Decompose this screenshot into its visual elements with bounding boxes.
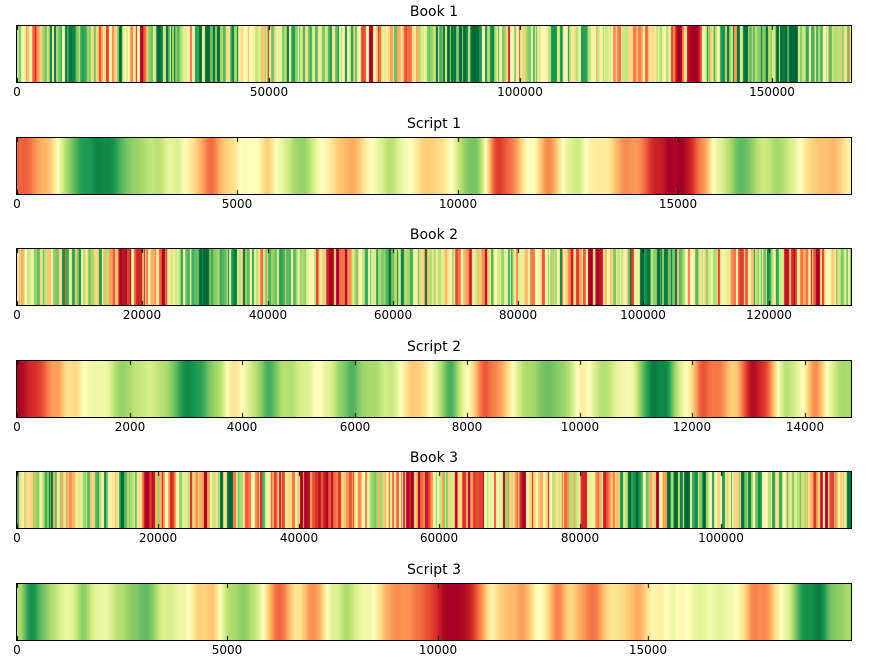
axes-book-1: 0 50000 100000 150000: [13, 25, 852, 99]
x-tick-label: 40000: [248, 308, 288, 322]
x-tick-label: 0: [13, 642, 21, 657]
x-tick-label: 100000: [620, 308, 666, 322]
x-tick-label: 80000: [498, 308, 538, 322]
heatmap-strip-book-1: [17, 26, 851, 82]
x-tick-label: 5000: [221, 196, 253, 211]
subplot-book-2: Book 2 0 20000 40000 60000 80000 100000 120000: [0, 223, 875, 335]
x-tick-label: 8000: [451, 419, 483, 434]
axes-book-2: 0 20000 40000 60000 80000 100000 120000: [13, 248, 852, 322]
plot-title-book-2: Book 2: [409, 227, 459, 243]
x-tick-label: 15000: [628, 642, 668, 657]
x-tick-label: 0: [13, 196, 21, 211]
heatmap-strip-script-2: [17, 360, 851, 417]
x-tick-label: 50000: [249, 85, 289, 99]
x-tick-label: 15000: [658, 196, 698, 211]
x-tick-label: 100000: [698, 531, 744, 545]
x-tick-label: 2000: [114, 419, 146, 434]
heatmap-strip-script-3: [17, 583, 851, 640]
subplot-script-1: Script 1 0 5000 10000 15000: [0, 112, 875, 224]
subplot-script-3: Script 3 0 5000 10000 15000: [0, 558, 875, 669]
x-tick-label: 150000: [749, 85, 795, 99]
plot-title-script-2: Script 2: [407, 338, 461, 355]
x-tick-label: 0: [13, 85, 21, 99]
x-tick-label: 5000: [211, 642, 243, 657]
x-tick-label: 14000: [785, 419, 825, 434]
subplot-book-3: Book 3 0 20000 40000 60000 80000 100000: [0, 446, 875, 558]
subplot-script-2: Script 2 0 2000 4000 6000 8000 10000 12000 1400…: [0, 335, 875, 447]
axes-book-3: 0 20000 40000 60000 80000 100000: [13, 471, 852, 545]
x-tick-label: 120000: [746, 308, 792, 322]
plot-title-script-3: Script 3: [407, 561, 461, 578]
plot-title-script-1: Script 1: [407, 115, 461, 132]
heatmap-strip-book-3: [17, 472, 851, 528]
x-tick-label: 40000: [279, 531, 319, 545]
x-tick-label: 20000: [138, 531, 178, 545]
x-tick-label: 10000: [560, 419, 600, 434]
axes-script-3: 0 5000 10000 15000: [13, 582, 852, 657]
x-tick-label: 0: [13, 308, 21, 322]
x-tick-label: 0: [13, 419, 21, 434]
x-tick-label: 20000: [122, 308, 162, 322]
x-tick-label: 80000: [560, 531, 600, 545]
x-tick-label: 12000: [672, 419, 712, 434]
axes-script-2: 0 2000 4000 6000 8000 10000 12000 14000: [13, 359, 852, 434]
subplot-book-1: Book 1 0 50000 100000 150000: [0, 0, 875, 112]
x-tick-label: 4000: [226, 419, 258, 434]
heatmap-strip-book-2: [17, 249, 851, 305]
x-tick-label: 10000: [438, 196, 478, 211]
x-tick-label: 6000: [339, 419, 371, 434]
heatmap-strip-script-1: [17, 137, 851, 194]
x-tick-label: 0: [13, 531, 21, 545]
x-tick-label: 60000: [419, 531, 459, 545]
plot-title-book-3: Book 3: [409, 450, 459, 466]
axes-script-1: 0 5000 10000 15000: [13, 136, 852, 211]
x-tick-label: 10000: [418, 642, 458, 657]
x-tick-label: 100000: [497, 85, 543, 99]
plot-title-book-1: Book 1: [409, 4, 459, 20]
x-tick-label: 60000: [373, 308, 413, 322]
